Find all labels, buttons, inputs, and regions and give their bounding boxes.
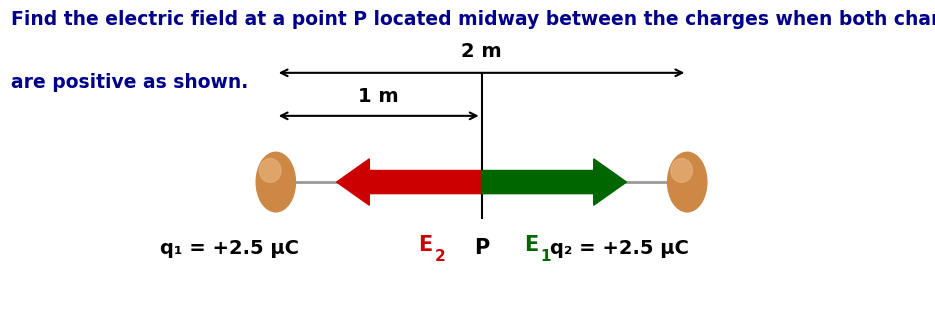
Text: E: E <box>418 235 433 255</box>
Text: 1: 1 <box>540 249 552 264</box>
Text: q₂ = +2.5 μC: q₂ = +2.5 μC <box>550 239 688 258</box>
Text: E: E <box>524 235 539 255</box>
Ellipse shape <box>256 152 295 212</box>
Text: 1 m: 1 m <box>358 87 399 106</box>
FancyArrow shape <box>337 159 482 205</box>
Text: Find the electric field at a point P located midway between the charges when bot: Find the electric field at a point P loc… <box>11 10 935 29</box>
Text: q₁ = +2.5 μC: q₁ = +2.5 μC <box>160 239 298 258</box>
FancyArrow shape <box>482 159 626 205</box>
Text: 2: 2 <box>435 249 446 264</box>
Ellipse shape <box>668 152 707 212</box>
Text: 2 m: 2 m <box>461 42 502 61</box>
Ellipse shape <box>670 159 693 182</box>
Text: P: P <box>474 238 489 258</box>
Ellipse shape <box>259 159 281 182</box>
Text: are positive as shown.: are positive as shown. <box>11 73 249 92</box>
